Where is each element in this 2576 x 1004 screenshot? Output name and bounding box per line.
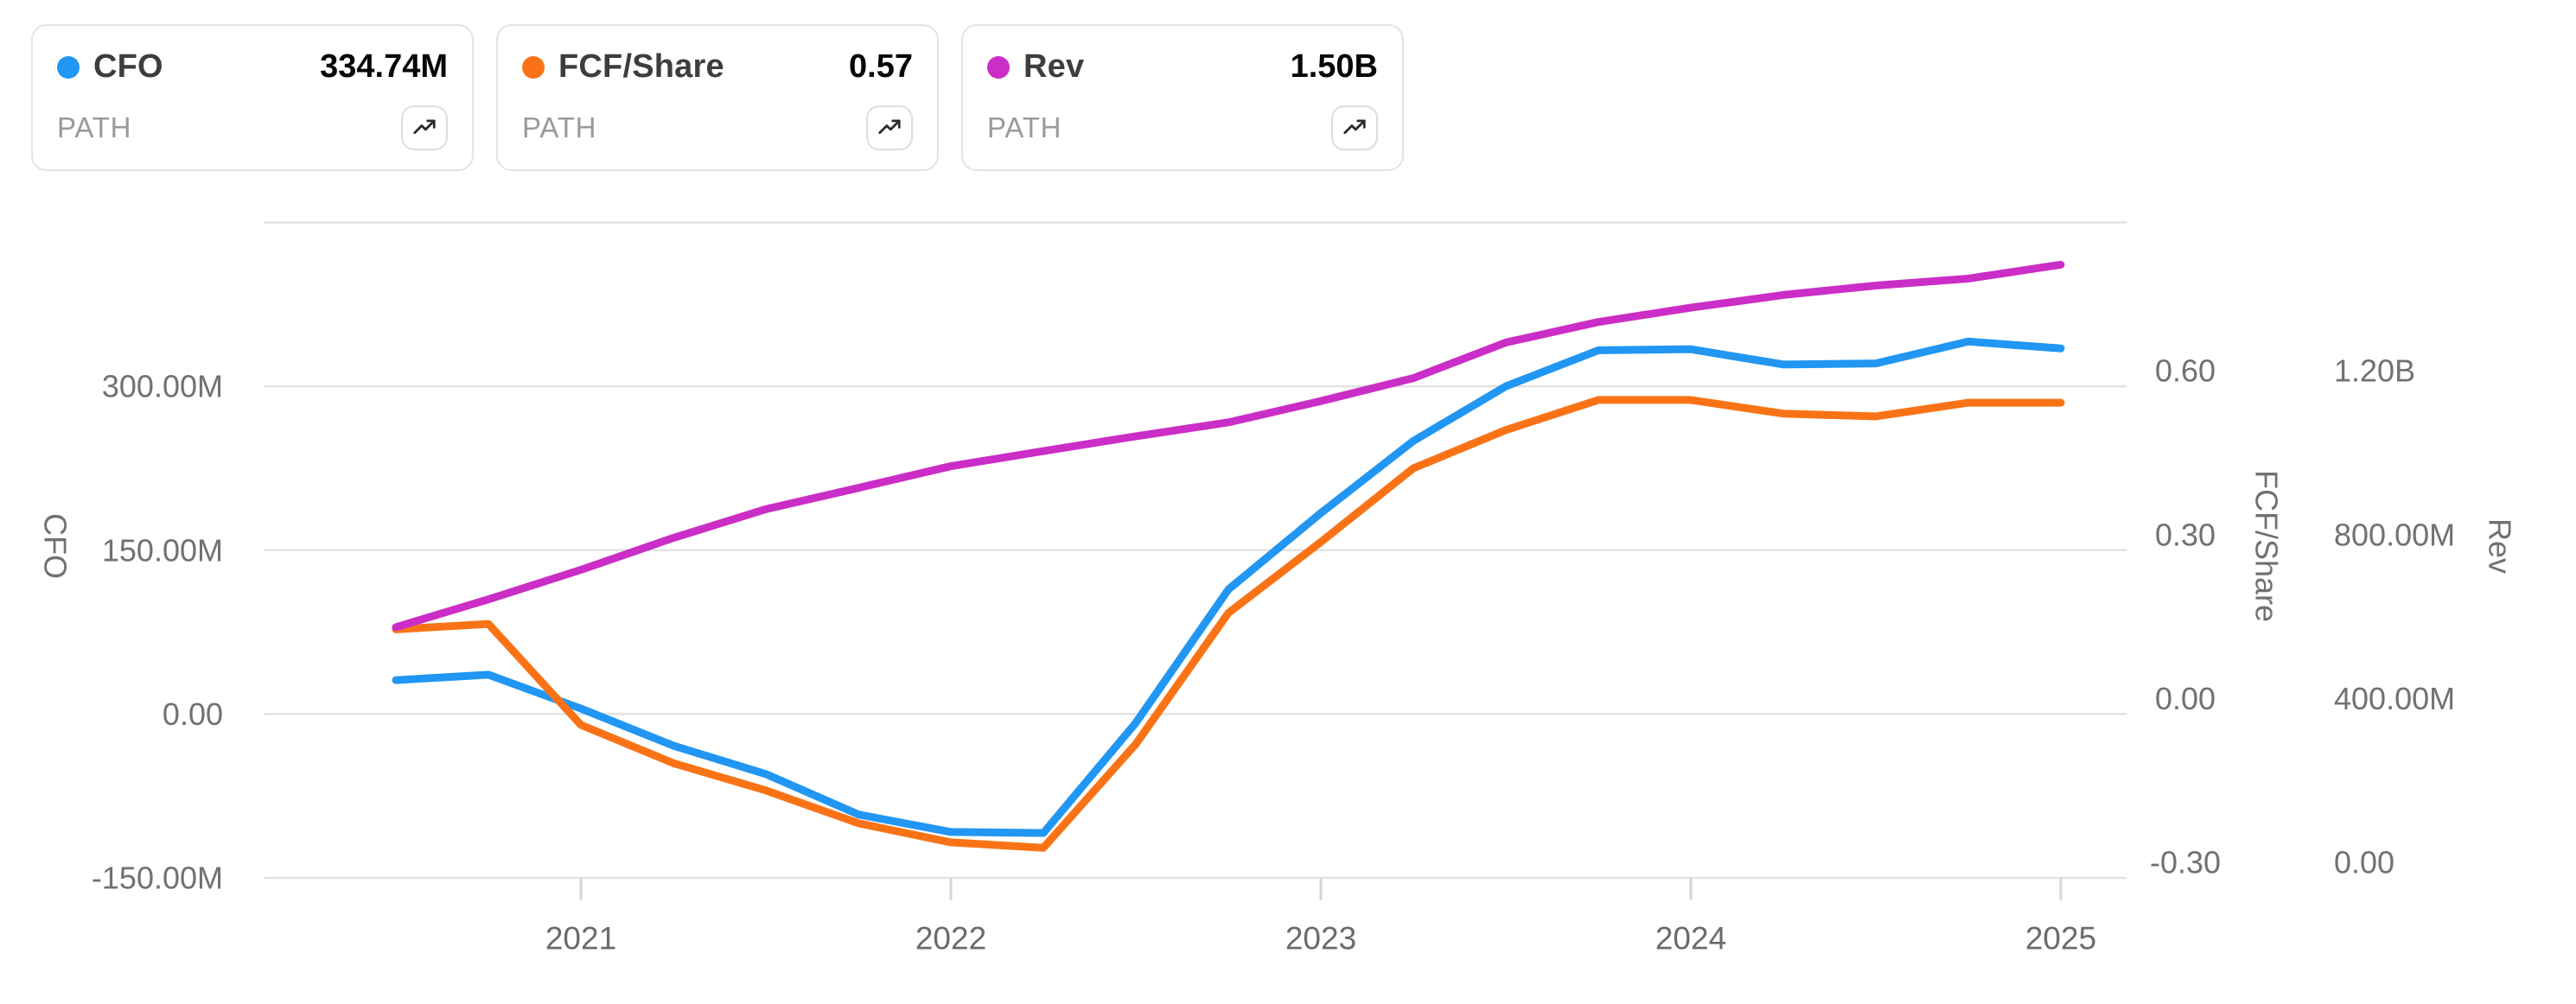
fcf-share-series-dot-icon [522, 55, 545, 79]
fcf-share-axis-title: FCF/Share [2249, 470, 2285, 622]
x-tick-label: 2024 [1655, 921, 1726, 956]
trend-chart-button[interactable] [1331, 105, 1378, 150]
rev-axis-title: Rev [2483, 518, 2518, 574]
ticker-label: PATH [522, 111, 597, 143]
cfo-series-dot-icon [57, 55, 80, 79]
legend-card-fcf-share[interactable]: FCF/Share 0.57 PATH [496, 24, 939, 171]
cfo-tick-label: 150.00M [102, 532, 223, 568]
metric-name: CFO [93, 48, 163, 85]
trend-chart-button[interactable] [401, 105, 448, 150]
metric-name: Rev [1023, 48, 1085, 85]
ticker-label: PATH [987, 111, 1062, 143]
x-tick-label: 2021 [545, 921, 616, 956]
fcf-share-tick-label: 0.00 [2155, 681, 2216, 716]
cfo-axis-title: CFO [38, 513, 73, 579]
ticker-label: PATH [57, 111, 132, 143]
cfo-tick-label: -150.00M [92, 861, 223, 896]
legend-card-footer: PATH [57, 105, 448, 150]
legend-card-footer: PATH [987, 105, 1378, 150]
line-cfo [392, 337, 2065, 837]
cfo-tick-label: 0.00 [163, 696, 223, 732]
line-fcf-share [392, 396, 2065, 852]
fcf-share-tick-label: 0.30 [2155, 517, 2216, 552]
rev-tick-label: 0.00 [2334, 845, 2394, 880]
x-tick-label: 2022 [915, 921, 986, 956]
rev-tick-label: 400.00M [2334, 681, 2455, 716]
trending-up-icon [878, 119, 901, 134]
metric-name: FCF/Share [558, 48, 724, 85]
legend-card-header: Rev 1.50B [987, 48, 1378, 86]
fcf-share-tick-label: -0.30 [2150, 845, 2221, 880]
metric-value: 1.50B [1290, 48, 1378, 85]
legend-cards: CFO 334.74M PATH FCF/Share 0.57 PATH [31, 24, 1404, 171]
trending-up-icon [413, 119, 436, 134]
line-rev [392, 260, 2065, 632]
trend-chart-button[interactable] [866, 105, 913, 150]
legend-card-header: FCF/Share 0.57 [522, 48, 913, 86]
legend-card-rev[interactable]: Rev 1.50B PATH [961, 24, 1404, 171]
cfo-tick-label: 300.00M [102, 369, 223, 404]
trending-up-icon [1343, 119, 1366, 134]
metric-value: 0.57 [849, 48, 913, 85]
rev-series-dot-icon [987, 55, 1010, 79]
legend-card-footer: PATH [522, 105, 913, 150]
legend-card-header: CFO 334.74M [57, 48, 448, 86]
x-tick-label: 2025 [2025, 921, 2096, 956]
legend-card-cfo[interactable]: CFO 334.74M PATH [31, 24, 474, 171]
metric-value: 334.74M [320, 48, 448, 85]
fcf-share-tick-label: 0.60 [2155, 353, 2216, 389]
rev-tick-label: 1.20B [2334, 353, 2415, 389]
rev-tick-label: 800.00M [2334, 517, 2455, 552]
x-tick-label: 2023 [1285, 921, 1356, 956]
